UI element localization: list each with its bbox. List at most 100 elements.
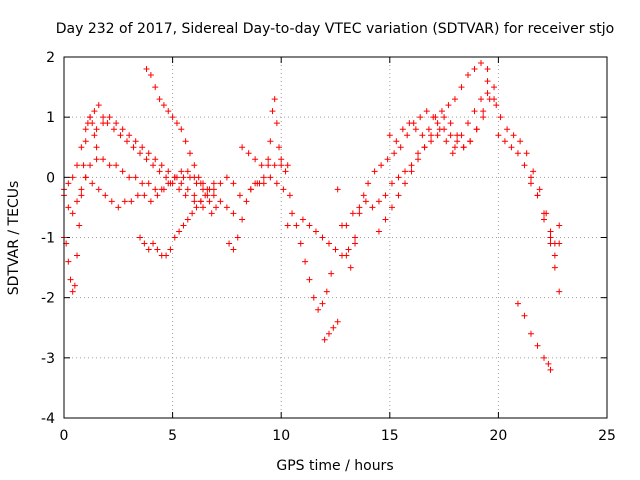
data-point bbox=[69, 174, 76, 181]
data-point bbox=[182, 138, 189, 145]
data-point bbox=[130, 144, 137, 151]
data-points bbox=[61, 60, 563, 373]
data-point bbox=[375, 198, 382, 205]
data-point bbox=[451, 144, 458, 151]
data-point bbox=[484, 66, 491, 73]
data-point bbox=[484, 90, 491, 97]
data-point bbox=[393, 138, 400, 145]
data-point bbox=[269, 108, 276, 115]
data-point bbox=[534, 192, 541, 199]
data-point bbox=[91, 132, 98, 139]
data-point bbox=[514, 150, 521, 157]
series-arc-13 bbox=[321, 318, 341, 343]
data-point bbox=[247, 186, 254, 193]
data-point bbox=[284, 162, 291, 169]
data-point bbox=[147, 198, 154, 205]
data-point bbox=[386, 132, 393, 139]
data-point bbox=[556, 288, 563, 295]
y-tick-label: 1 bbox=[46, 110, 55, 126]
data-point bbox=[78, 192, 85, 199]
data-point bbox=[156, 168, 163, 175]
data-point bbox=[471, 108, 478, 115]
data-point bbox=[484, 78, 491, 85]
data-point bbox=[80, 162, 87, 169]
data-point bbox=[395, 174, 402, 181]
data-point bbox=[119, 126, 126, 133]
data-point bbox=[491, 84, 498, 91]
data-point bbox=[167, 246, 174, 253]
data-point bbox=[434, 120, 441, 127]
data-point bbox=[521, 162, 528, 169]
data-point bbox=[451, 96, 458, 103]
data-point bbox=[419, 132, 426, 139]
data-point bbox=[141, 192, 148, 199]
data-point bbox=[310, 294, 317, 301]
data-point bbox=[491, 96, 498, 103]
data-point bbox=[195, 174, 202, 181]
data-point bbox=[293, 222, 300, 229]
data-point bbox=[284, 222, 291, 229]
series-arc-5 bbox=[93, 114, 243, 205]
data-point bbox=[458, 84, 465, 91]
data-point bbox=[347, 264, 354, 271]
data-point bbox=[438, 108, 445, 115]
series-arc-3 bbox=[61, 156, 237, 217]
data-point bbox=[200, 204, 207, 211]
data-point bbox=[160, 102, 167, 109]
series-arc-14 bbox=[334, 108, 456, 271]
data-point bbox=[150, 162, 157, 169]
data-point bbox=[163, 174, 170, 181]
data-point bbox=[421, 144, 428, 151]
data-point bbox=[271, 96, 278, 103]
data-point bbox=[402, 180, 409, 187]
data-point bbox=[189, 210, 196, 217]
data-point bbox=[152, 186, 159, 193]
data-point bbox=[501, 138, 508, 145]
data-point bbox=[388, 180, 395, 187]
data-point bbox=[423, 108, 430, 115]
data-point bbox=[417, 114, 424, 121]
data-point bbox=[471, 66, 478, 73]
data-point bbox=[156, 96, 163, 103]
data-point bbox=[299, 216, 306, 223]
data-point bbox=[210, 180, 217, 187]
data-point bbox=[126, 174, 133, 181]
data-point bbox=[206, 198, 213, 205]
data-point bbox=[406, 120, 413, 127]
data-point bbox=[276, 144, 283, 151]
data-point bbox=[508, 144, 515, 151]
data-point bbox=[165, 108, 172, 115]
data-point bbox=[541, 210, 548, 217]
data-point bbox=[412, 126, 419, 133]
data-point bbox=[119, 168, 126, 175]
data-point bbox=[184, 216, 191, 223]
data-point bbox=[191, 198, 198, 205]
data-point bbox=[321, 336, 328, 343]
x-tick-label: 10 bbox=[272, 428, 290, 444]
data-point bbox=[384, 156, 391, 163]
data-point bbox=[258, 162, 265, 169]
data-point bbox=[265, 156, 272, 163]
data-point bbox=[91, 108, 98, 115]
data-point bbox=[473, 126, 480, 133]
data-point bbox=[145, 246, 152, 253]
data-point bbox=[278, 162, 285, 169]
data-point bbox=[186, 174, 193, 181]
data-point bbox=[402, 168, 409, 175]
data-point bbox=[158, 162, 165, 169]
data-point bbox=[113, 162, 120, 169]
x-tick-label: 20 bbox=[489, 428, 507, 444]
data-point bbox=[178, 168, 185, 175]
data-point bbox=[352, 240, 359, 247]
data-point bbox=[260, 180, 267, 187]
data-point bbox=[239, 144, 246, 151]
data-point bbox=[154, 246, 161, 253]
data-point bbox=[349, 210, 356, 217]
data-point bbox=[278, 156, 285, 163]
data-point bbox=[356, 204, 363, 211]
data-point bbox=[137, 234, 144, 241]
data-point bbox=[74, 162, 81, 169]
data-point bbox=[180, 222, 187, 229]
